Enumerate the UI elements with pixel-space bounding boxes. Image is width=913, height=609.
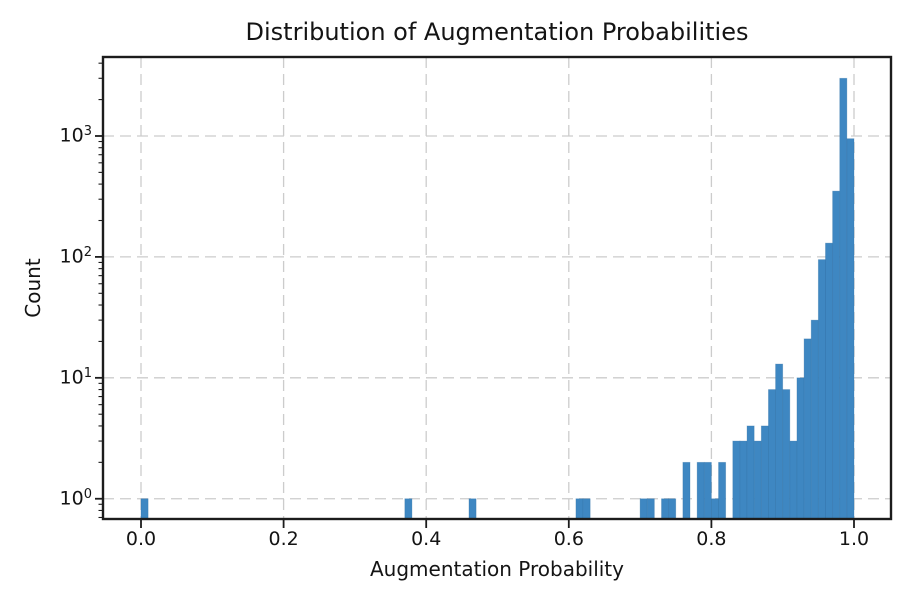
x-tick-label: 1.0: [838, 528, 870, 550]
histogram-bar: [746, 425, 755, 520]
x-tick-label: 0.6: [553, 528, 584, 550]
histogram-bar: [639, 498, 648, 520]
y-tick-label: 101: [59, 365, 92, 389]
histogram-bar: [682, 461, 691, 520]
histogram-bar: [140, 498, 149, 520]
histogram-bar: [839, 77, 848, 520]
histogram-bar: [575, 498, 584, 520]
histogram-bar: [832, 190, 841, 520]
histogram-bar: [739, 440, 748, 520]
histogram-bar: [668, 498, 677, 520]
histogram-bar: [810, 319, 819, 520]
histogram-bar: [646, 498, 655, 520]
histogram-bar: [817, 259, 826, 520]
histogram-bar: [846, 138, 855, 520]
histogram-bar: [661, 498, 670, 520]
x-axis-label: Augmentation Probability: [369, 557, 624, 581]
histogram-bar: [404, 498, 413, 520]
histogram-bar: [732, 440, 741, 520]
x-tick-label: 0.2: [268, 528, 299, 550]
histogram-bar: [768, 389, 776, 520]
histogram-bar: [468, 498, 477, 520]
histogram-bar: [760, 425, 769, 520]
histogram-bar: [782, 389, 791, 520]
x-tick-label: 0.8: [696, 528, 727, 550]
y-tick-label: 102: [59, 244, 92, 268]
histogram-bar: [753, 440, 762, 520]
axes-spines: [101, 55, 893, 521]
x-tick-label: 0.4: [411, 528, 442, 550]
histogram-bar: [710, 498, 719, 520]
histogram-bar: [775, 363, 784, 520]
histogram-bar: [789, 440, 798, 520]
chart-title: Distribution of Augmentation Probabiliti…: [245, 18, 749, 46]
y-tick-label: 103: [59, 123, 92, 147]
y-axis-label: Count: [21, 258, 45, 318]
histogram-bar: [696, 461, 705, 520]
histogram-bar: [825, 242, 834, 520]
histogram-bar: [703, 461, 712, 520]
histogram-bar: [796, 377, 805, 520]
histogram-bar: [803, 338, 812, 520]
y-tick-label: 100: [59, 486, 92, 510]
histogram-bar: [582, 498, 591, 520]
histogram-bar: [718, 461, 727, 520]
x-tick-label: 0.0: [125, 528, 157, 550]
